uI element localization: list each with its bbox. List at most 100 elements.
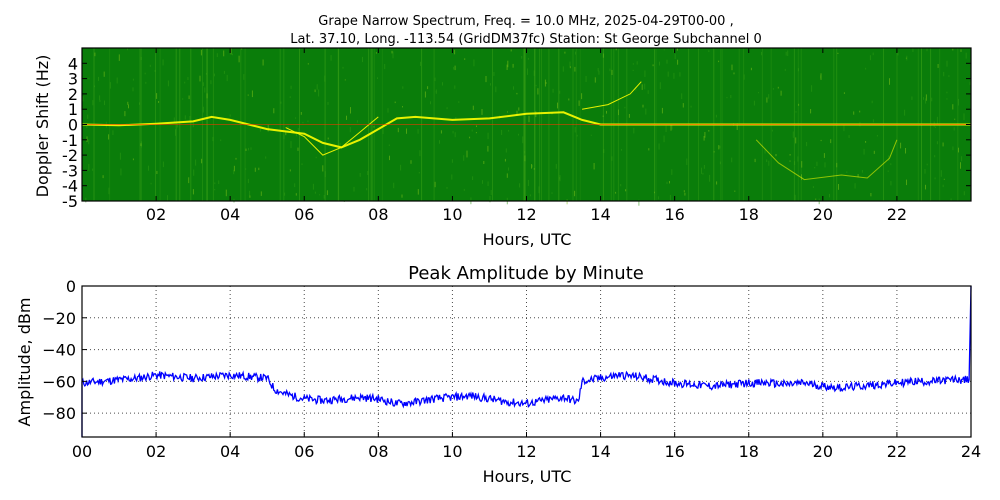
spectrogram-noise-speck [214,182,216,185]
spectrogram-noise-speck [890,163,892,166]
spectrogram-noise-speck [636,61,638,65]
spectrogram-noise-speck [280,101,282,104]
spectrogram-noise-speck [814,167,816,169]
spectrogram-noise-speck [295,117,297,119]
spectrogram-noise-speck [528,115,530,123]
spectrogram-noise-speck [559,90,561,94]
spectrogram-noise-speck [943,178,945,180]
spectrogram-noise-speck [669,194,671,201]
spectrogram-noise-speck [531,164,532,169]
spectrogram-noise-speck [590,134,592,136]
spectrogram-noise-speck [820,73,822,80]
spectrogram-noise-speck [204,87,206,93]
spectrogram-noise-speck [507,60,509,68]
spectrogram-trace-low_arc [755,139,898,181]
spectrogram-noise-speck [235,157,237,160]
spectrogram-x-tick-label: 18 [739,205,759,224]
spectrogram-noise-speck [963,191,965,196]
spectrogram-noise-speck [708,50,710,52]
spectrogram-noise-speck [167,80,169,87]
spectrogram-noise-speck [119,152,121,160]
spectrogram-noise-speck [795,137,797,144]
spectrogram-noise-speck [871,100,873,104]
spectrogram-noise-speck [812,186,814,188]
spectrogram-noise-speck [673,48,675,53]
spectrogram-noise-speck [532,164,533,168]
spectrogram-noise-speck [718,60,720,63]
spectrogram-noise-speck [463,188,465,191]
spectrogram-noise-speck [501,129,503,135]
spectrogram-noise-speck [820,139,822,142]
spectrogram-noise-speck [245,168,247,170]
spectrogram-noise-speck [837,52,839,54]
spectrogram-noise-speck [606,110,607,114]
spectrogram-noise-speck [297,147,299,151]
spectrogram-noise-speck [440,130,442,134]
spectrogram-noise-speck [118,54,120,61]
spectrogram-noise-speck [597,68,599,72]
spectrogram-noise-speck [300,112,302,115]
spectrogram-noise-speck [88,77,90,79]
amplitude-x-tick-label: 06 [294,442,314,461]
spectrogram-noise-speck [182,98,184,100]
spectrogram-noise-speck [452,130,454,134]
spectrogram-y-axis-label: Doppler Shift (Hz) [33,55,52,198]
spectrogram-noise-speck [654,191,655,194]
spectrogram-noise-speck [564,51,566,54]
spectrogram-noise-speck [307,120,309,123]
spectrogram-noise-speck [838,184,839,190]
spectrogram-noise-speck [937,64,939,68]
spectrogram-noise-speck [144,72,146,75]
spectrogram-noise-speck [524,155,526,162]
spectrogram-noise-speck [657,196,659,200]
spectrogram-noise-speck [575,51,576,55]
spectrogram-noise-speck [254,167,256,172]
spectrogram-noise-speck [625,189,627,192]
spectrogram-noise-speck [598,70,600,75]
spectrogram-noise-speck [356,120,358,123]
spectrogram-noise-speck [206,93,208,99]
spectrogram-noise-speck [346,115,347,120]
spectrogram-noise-speck [382,127,384,134]
spectrogram-noise-speck [659,82,661,90]
spectrogram-noise-speck [92,100,94,106]
spectrogram-noise-speck [527,57,529,60]
spectrogram-noise-speck [410,160,412,164]
spectrogram-noise-speck [764,149,766,154]
spectrogram-noise-speck [490,83,491,86]
spectrogram-noise-speck [750,67,752,71]
spectrogram-noise-speck [529,194,531,197]
spectrogram-noise-speck [518,133,519,136]
spectrogram-noise-speck [671,125,673,130]
spectrogram-noise-speck [109,82,111,89]
spectrogram-noise-speck [250,147,252,150]
spectrogram-noise-speck [836,162,838,168]
spectrogram-noise-speck [388,144,390,146]
spectrogram-noise-speck [535,84,537,87]
spectrogram-noise-speck [603,149,605,153]
spectrogram-noise-speck [167,195,168,202]
spectrogram-noise-speck [926,48,928,52]
spectrogram-noise-speck [533,168,535,170]
spectrogram-noise-speck [350,107,351,114]
spectrogram-noise-speck [923,97,924,100]
spectrogram-noise-speck [906,55,908,61]
spectrogram-noise-speck [953,127,955,131]
spectrogram-noise-speck [513,86,514,90]
spectrogram-noise-speck [319,194,321,196]
spectrogram-noise-speck [247,178,249,184]
spectrogram-noise-speck [633,127,635,134]
spectrogram-noise-speck [375,52,377,54]
spectrogram-noise-speck [733,72,735,75]
spectrogram-noise-speck [869,55,871,61]
amplitude-title: Peak Amplitude by Minute [408,263,644,284]
amplitude-y-tick-label: −80 [42,404,76,423]
spectrogram-noise-speck [777,86,779,89]
spectrogram-noise-speck [846,171,848,173]
spectrogram-noise-speck [658,143,660,150]
spectrogram-noise-speck [128,104,129,109]
spectrogram-noise-speck [245,148,247,151]
spectrogram-noise-speck [785,51,787,56]
spectrogram-x-tick-label: 20 [813,205,833,224]
